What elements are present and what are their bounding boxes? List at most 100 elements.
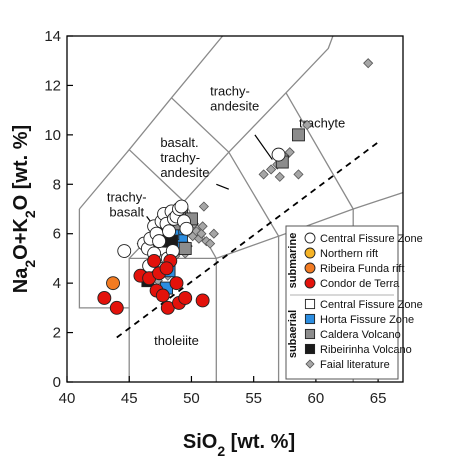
y-tick-label: 0 xyxy=(53,374,61,391)
data-point-8 xyxy=(198,201,209,212)
legend-label: Central Fissure Zone xyxy=(320,299,423,311)
data-point-0 xyxy=(174,199,189,214)
data-point-0 xyxy=(271,147,286,162)
data-point-3 xyxy=(109,300,124,315)
field-label: tholeiite xyxy=(154,333,199,348)
legend-marker xyxy=(304,328,316,340)
axis-label-part: 2 xyxy=(217,443,225,456)
x-tick-label: 60 xyxy=(308,390,325,407)
legend-marker xyxy=(304,313,316,325)
plot-frame xyxy=(66,35,404,383)
legend-marker xyxy=(304,262,316,274)
field-label-pointer xyxy=(216,183,229,190)
legend-label: Ribeira Funda rift xyxy=(320,263,404,275)
tas-field-line xyxy=(285,92,354,210)
y-tick-label: 4 xyxy=(53,275,61,292)
legend-label: Northern rift xyxy=(320,248,378,260)
y-tick-label: 12 xyxy=(44,77,61,94)
x-tick-label: 55 xyxy=(245,390,262,407)
tas-field-line xyxy=(78,36,224,210)
data-point-8 xyxy=(266,164,277,175)
field-label: trachy-andesite xyxy=(210,83,259,113)
x-tick-label: 40 xyxy=(59,390,76,407)
y-tick-label: 8 xyxy=(53,176,61,193)
data-point-2 xyxy=(106,276,120,291)
legend-marker xyxy=(304,232,316,244)
data-point-8 xyxy=(302,119,313,131)
data-point-3 xyxy=(195,293,210,308)
data-point-0 xyxy=(179,221,194,236)
y-axis-title: Na2O+K2O [wt. %] xyxy=(10,125,38,293)
data-point-3 xyxy=(147,253,162,268)
legend-label: Caldera Volcano xyxy=(320,329,401,341)
x-tick-label: 50 xyxy=(183,390,200,407)
tas-field-line xyxy=(216,235,280,382)
axis-label-part: SiO xyxy=(183,431,217,453)
data-point-3 xyxy=(178,291,193,305)
data-point-3 xyxy=(169,276,184,291)
data-points xyxy=(97,58,374,315)
field-label-pointer xyxy=(254,134,273,160)
data-point-3 xyxy=(159,261,174,276)
field-label-line: trachy- xyxy=(210,83,250,98)
axis-label-part: O [wt. %] xyxy=(10,125,32,211)
legend-label: Horta Fissure Zone xyxy=(320,314,414,326)
field-label: trachyte xyxy=(299,115,345,130)
y-tick-label: 14 xyxy=(44,28,61,45)
axis-label-part: O+K xyxy=(10,218,32,260)
axis-label-part: [wt. %] xyxy=(225,431,295,453)
field-label-line: trachy- xyxy=(160,150,200,165)
data-point-8 xyxy=(205,238,216,249)
data-point-8 xyxy=(363,58,374,69)
field-label: basalt. trachy-andesite xyxy=(160,135,209,180)
field-label: trachy-basalt xyxy=(107,190,147,220)
data-point-8 xyxy=(274,171,285,182)
field-label-line: basalt xyxy=(109,205,144,220)
legend-marker xyxy=(305,359,315,369)
field-label-line: andesite xyxy=(160,165,209,180)
legend-marker xyxy=(304,343,316,355)
legend-group-label: subaerial xyxy=(287,310,299,358)
legend: Central Fissure Zone Northern rift Ribeira… xyxy=(285,225,423,380)
tas-field-line xyxy=(171,97,230,153)
data-point-8 xyxy=(197,221,208,232)
data-point-8 xyxy=(196,228,207,239)
data-point-8 xyxy=(208,228,219,239)
field-label-line: trachyte xyxy=(299,115,345,130)
legend-box xyxy=(285,225,399,380)
legend-label: Ribeirinha Volcano xyxy=(320,344,412,356)
data-point-0 xyxy=(162,224,176,239)
field-label-line: tholeiite xyxy=(154,333,199,348)
tas-field-line xyxy=(228,151,403,237)
data-point-8 xyxy=(284,147,295,158)
legend-marker xyxy=(304,277,316,289)
data-point-3 xyxy=(155,288,170,303)
field-label-line: andesite xyxy=(210,98,259,113)
y-tick-label: 10 xyxy=(44,127,61,144)
x-tick-label: 65 xyxy=(370,390,387,407)
legend-label: Condor de Terra xyxy=(320,278,400,290)
axis-label-part: 2 xyxy=(22,210,38,218)
field-label-line: trachy- xyxy=(107,190,147,205)
axis-label-part: 2 xyxy=(22,260,38,268)
data-point-6 xyxy=(178,242,192,255)
legend-marker xyxy=(304,298,316,310)
legend-label: Central Fissure Zone xyxy=(320,233,423,245)
x-axis-title: SiO2 [wt. %] xyxy=(183,431,295,456)
data-point-8 xyxy=(258,169,269,180)
field-label-line: basalt. xyxy=(160,135,198,150)
data-point-0 xyxy=(117,244,132,258)
data-point-0 xyxy=(152,234,167,249)
y-tick-label: 6 xyxy=(53,226,61,243)
legend-marker xyxy=(304,247,316,259)
legend-group-label: submarine xyxy=(287,233,299,289)
data-point-6 xyxy=(292,128,305,142)
x-tick-label: 45 xyxy=(121,390,138,407)
data-point-8 xyxy=(293,169,304,180)
y-tick-label: 2 xyxy=(53,325,61,342)
legend-label: Faial literature xyxy=(320,359,390,371)
tas-field-line xyxy=(128,149,185,203)
